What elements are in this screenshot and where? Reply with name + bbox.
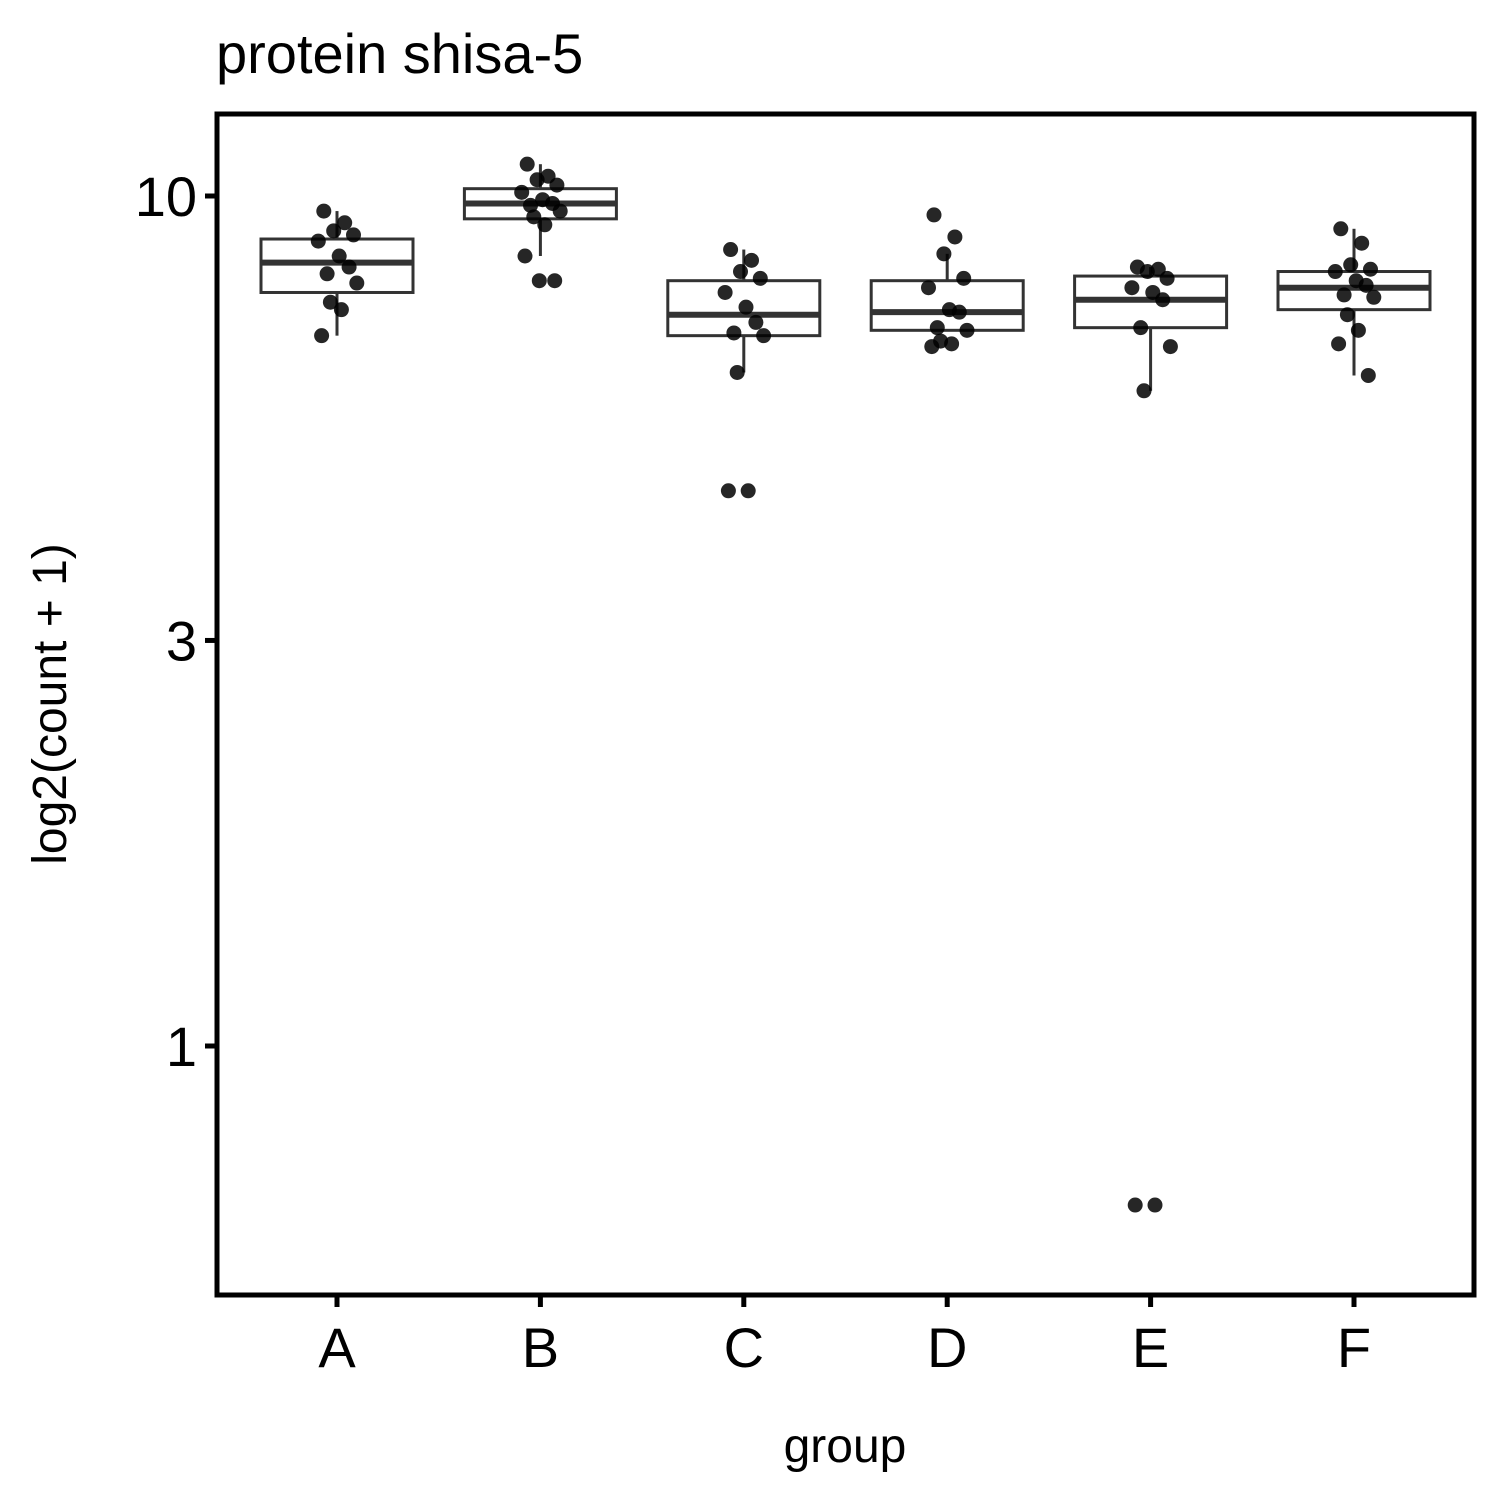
data-point-D — [944, 336, 960, 352]
data-point-E — [1124, 280, 1140, 296]
data-point-D — [959, 322, 975, 338]
data-point-C — [738, 299, 754, 315]
y-tick-label-1: 1 — [166, 1015, 197, 1078]
box-D — [869, 253, 1025, 332]
x-axis-label: group — [784, 1420, 907, 1473]
points-C — [717, 242, 772, 499]
data-point-C — [720, 483, 736, 499]
data-point-F — [1339, 307, 1355, 323]
points-F — [1327, 221, 1382, 383]
data-point-B — [552, 203, 568, 219]
data-point-E — [1155, 292, 1171, 308]
data-point-C — [752, 270, 768, 286]
data-point-F — [1331, 336, 1347, 352]
data-point-A — [319, 266, 335, 282]
x-tick-label-F: F — [1337, 1316, 1371, 1379]
data-point-C — [717, 284, 733, 300]
data-point-D — [924, 339, 940, 355]
points-B — [514, 156, 568, 289]
data-point-C — [744, 252, 759, 268]
x-tick-label-C: C — [724, 1316, 764, 1379]
data-point-C — [748, 314, 764, 330]
data-point-A — [331, 248, 347, 264]
data-point-F — [1366, 289, 1382, 305]
data-point-E — [1162, 339, 1178, 355]
data-point-D — [926, 207, 942, 223]
data-point-F — [1360, 367, 1376, 383]
box-F — [1276, 228, 1432, 376]
data-point-F — [1350, 322, 1366, 338]
data-point-B — [526, 209, 542, 225]
data-point-E — [1139, 264, 1155, 280]
data-point-C — [723, 242, 739, 258]
points-A — [310, 203, 365, 344]
data-point-D — [936, 246, 952, 262]
data-point-B — [514, 184, 530, 200]
data-point-A — [346, 227, 361, 243]
data-point-E — [1127, 1197, 1143, 1213]
data-point-B — [547, 273, 563, 289]
axes: 10 3 1 A B C D E F — [135, 165, 1371, 1379]
points-E — [1124, 259, 1178, 1213]
x-tick-label-A: A — [318, 1316, 356, 1379]
data-point-D — [951, 304, 967, 320]
data-point-B — [531, 273, 547, 289]
data-point-F — [1363, 261, 1378, 277]
x-tick-label-D: D — [927, 1316, 967, 1379]
data-point-E — [1159, 270, 1175, 286]
data-point-A — [314, 328, 330, 344]
x-tick-label-E: E — [1132, 1316, 1169, 1379]
data-point-A — [337, 215, 353, 231]
data-point-E — [1133, 320, 1149, 336]
data-point-A — [349, 275, 365, 291]
data-point-C — [726, 325, 742, 341]
data-point-C — [733, 264, 748, 280]
data-point-F — [1336, 287, 1352, 303]
y-tick-label-3: 3 — [166, 609, 197, 672]
data-point-A — [322, 294, 338, 310]
data-point-D — [929, 320, 945, 336]
y-tick-label-10: 10 — [135, 165, 197, 228]
data-point-C — [740, 483, 756, 499]
data-point-A — [333, 302, 349, 318]
data-point-B — [523, 197, 538, 213]
data-point-E — [1147, 1197, 1163, 1213]
data-point-F — [1354, 235, 1370, 251]
plot-frame — [214, 111, 1477, 1298]
y-axis-label: log2(count + 1) — [24, 543, 77, 865]
data-point-F — [1327, 264, 1343, 280]
data-point-C — [729, 364, 745, 380]
data-point-B — [529, 172, 545, 188]
plot-area — [259, 156, 1432, 1213]
data-point-A — [326, 223, 342, 239]
data-point-A — [310, 233, 326, 249]
data-point-D — [956, 270, 972, 286]
box-A — [259, 211, 415, 336]
data-point-A — [341, 259, 357, 275]
points-D — [921, 207, 975, 355]
data-point-F — [1333, 221, 1349, 237]
data-point-E — [1136, 383, 1152, 399]
box-E — [1073, 267, 1229, 391]
data-point-B — [537, 217, 553, 233]
data-point-B — [549, 177, 565, 193]
data-point-F — [1358, 277, 1374, 293]
x-tick-label-B: B — [522, 1316, 559, 1379]
data-point-D — [947, 229, 963, 245]
data-point-D — [921, 280, 936, 296]
data-point-A — [316, 203, 332, 219]
chart-title: protein shisa-5 — [216, 22, 583, 85]
data-point-F — [1343, 257, 1359, 273]
data-point-C — [756, 328, 772, 344]
data-point-B — [517, 248, 533, 264]
box-body-A — [259, 237, 415, 294]
data-point-B — [519, 156, 535, 172]
